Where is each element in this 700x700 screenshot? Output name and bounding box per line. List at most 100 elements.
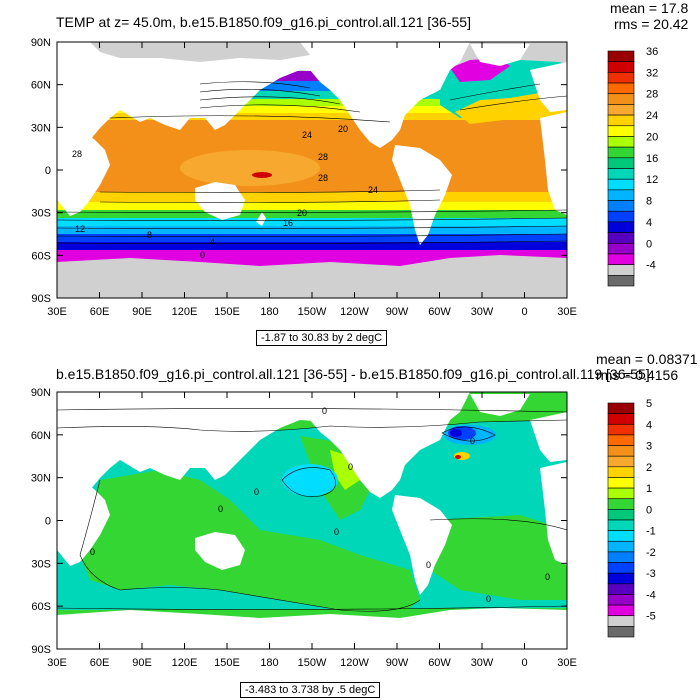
colorbar-label: 0 <box>646 238 652 250</box>
panel2-contour-note: -3.483 to 3.738 by .5 degC <box>240 682 381 698</box>
x-tick-label: 90E <box>132 657 152 669</box>
x-tick-label: 120E <box>172 657 198 669</box>
contour-label: 28 <box>318 152 328 162</box>
warm-pool <box>180 150 320 186</box>
land-australia <box>195 182 245 220</box>
land-africa-east <box>540 462 567 565</box>
colorbar-label: -5 <box>646 611 656 623</box>
contour-label: 0 <box>254 487 259 497</box>
band-60n <box>57 70 567 81</box>
y-tick-label: 90S <box>31 644 51 656</box>
colorbar-label: 1 <box>646 483 652 495</box>
land-north-america <box>300 392 470 498</box>
colorbar-label: -4 <box>646 260 656 272</box>
colorbar-swatch <box>607 253 635 265</box>
band-40n <box>57 105 567 113</box>
land-africa-east <box>540 112 567 215</box>
contour-label: 28 <box>72 149 82 159</box>
y-tick-label: 0 <box>45 165 51 177</box>
contour-label: 0 <box>90 547 95 557</box>
colorbar-swatch <box>607 509 635 521</box>
colorbar-swatch <box>607 93 635 105</box>
colorbar-label: 36 <box>646 46 658 58</box>
colorbar-label: 4 <box>646 419 652 431</box>
colorbar-label: -3 <box>646 568 656 580</box>
contour-label: 8 <box>147 230 152 240</box>
land-arctic-ice <box>90 42 310 62</box>
y-tick-label: 30N <box>31 473 51 485</box>
land-masses <box>57 42 567 245</box>
colorbar-swatch <box>607 72 635 84</box>
colorbar-swatch <box>607 487 635 500</box>
colorbar-panel2: 5 4 3 2 1 0 -1 -2 -3 -4 -5 <box>607 398 656 638</box>
x-tick-label: 150W <box>298 306 327 318</box>
colorbar-swatch <box>607 530 635 542</box>
contour-lines <box>57 408 567 612</box>
contour-label: 12 <box>75 224 85 234</box>
colorbar-swatch <box>607 626 635 638</box>
warm-core <box>252 172 272 178</box>
axes-panel1: 30E 60E 90E 120E 150E 180 150W 120W 90W 60W 30W 0 30… <box>31 37 577 318</box>
land-south-america <box>392 495 452 595</box>
colorbar-swatch <box>607 242 635 255</box>
colorbar-label: 28 <box>646 89 658 101</box>
colorbar-swatch <box>607 82 635 95</box>
x-tick-label: 0 <box>521 657 527 669</box>
x-tick-label: 90W <box>386 306 409 318</box>
land-europe <box>530 412 567 462</box>
contour-label: 24 <box>302 130 312 140</box>
colorbar-label: 8 <box>646 196 652 208</box>
colorbar-label: 32 <box>646 67 658 79</box>
x-tick-label: 30E <box>557 657 577 669</box>
colorbar-swatch <box>607 413 635 425</box>
colorbar-swatch <box>607 423 635 436</box>
colorbar-swatch <box>607 146 635 159</box>
contour-label: 0 <box>200 250 205 260</box>
x-tick-label: 30E <box>557 306 577 318</box>
colorbar-swatch <box>607 50 635 62</box>
colorbar-swatch <box>607 402 635 414</box>
y-tick-label: 90N <box>31 387 51 399</box>
colorbar-swatch <box>607 232 635 244</box>
panel2-title: b.e15.B1850.f09_g16.pi_control.all.121 [… <box>56 366 650 382</box>
colorbar-swatch <box>607 455 635 468</box>
x-tick-label: 120W <box>340 306 369 318</box>
band-35s <box>57 209 567 218</box>
contour-label: 0 <box>218 504 223 514</box>
colorbar-swatch <box>607 178 635 191</box>
land-north-america <box>300 42 470 148</box>
colorbar-label: -4 <box>646 589 656 601</box>
x-tick-label: 30W <box>471 306 494 318</box>
colorbar-swatch <box>607 583 635 595</box>
contour-label: 20 <box>297 208 307 218</box>
band-55n <box>57 80 567 91</box>
band-50s <box>57 232 567 242</box>
contour-label: 24 <box>368 185 378 195</box>
contour-labels: 28 24 20 16 12 8 4 0 20 24 28 28 <box>72 124 378 260</box>
contour-label: 28 <box>318 173 328 183</box>
axes-panel2: 30E 60E 90E 120E 150E 180 150W 120W 90W 60W 30W 0 30… <box>31 387 577 669</box>
colorbar-swatch <box>607 210 635 223</box>
band-45s <box>57 224 567 234</box>
panel1-title: TEMP at z= 45.0m, b.e15.B1850.f09_g16.pi… <box>56 14 471 30</box>
x-tick-label: 180 <box>260 657 278 669</box>
x-tick-label: 150E <box>214 306 240 318</box>
contour-labels: 0 0 0 0 0 0 0 0 0 0 <box>90 406 550 604</box>
contour-label: 0 <box>426 560 431 570</box>
colorbar-label: 16 <box>646 153 658 165</box>
colorbar-swatch <box>607 136 635 148</box>
land-europe <box>530 62 567 112</box>
colorbar-panel1: 36 32 28 24 20 16 12 8 4 0 -4 <box>607 46 658 287</box>
colorbar-label: 4 <box>646 217 652 229</box>
colorbar-swatch <box>607 189 635 201</box>
x-tick-label: 180 <box>260 306 278 318</box>
panel1-rms: rms = 20.42 <box>614 16 689 32</box>
colorbar-swatch <box>607 200 635 212</box>
colorbar-label: 5 <box>646 398 652 410</box>
land-eurasia <box>57 42 440 145</box>
band-tropics <box>57 118 567 192</box>
anomaly-negative-pacific <box>282 464 338 496</box>
colorbar-label: 12 <box>646 174 658 186</box>
contour-label: 0 <box>322 406 327 416</box>
land-antarctica <box>57 255 567 298</box>
